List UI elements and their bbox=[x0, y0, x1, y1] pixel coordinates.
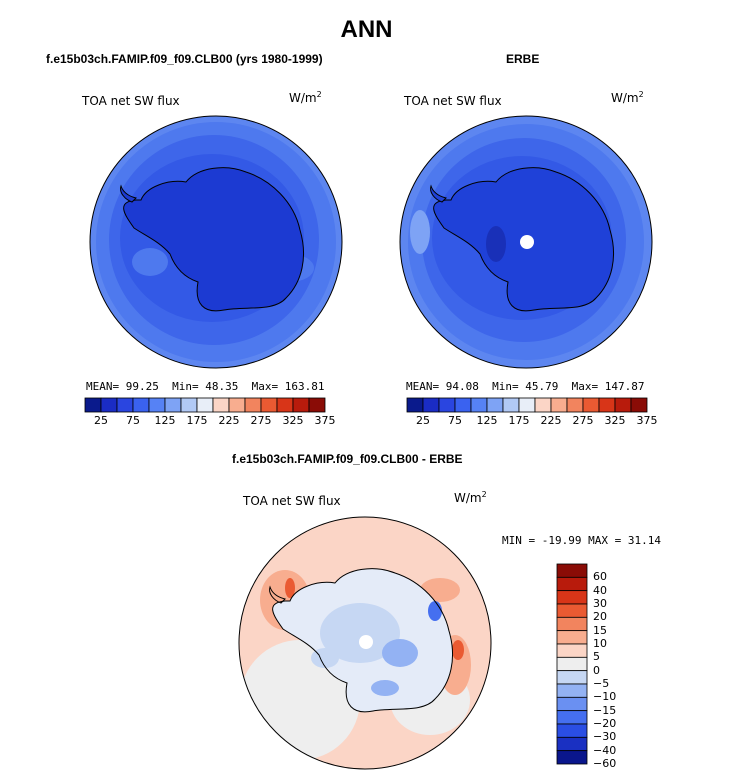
colorbar-tick-label: 225 bbox=[540, 414, 562, 427]
colorbar-tick-label: 275 bbox=[250, 414, 272, 427]
colorbar-level-label: −10 bbox=[593, 690, 617, 704]
model-colorbar bbox=[84, 397, 326, 413]
colorbar-tick-label: 25 bbox=[416, 414, 430, 427]
colorbar-swatch bbox=[502, 397, 520, 413]
colorbar-swatch bbox=[598, 397, 616, 413]
colorbar-level-label: −60 bbox=[593, 757, 617, 770]
colorbar-swatch bbox=[164, 397, 182, 413]
colorbar-level-label: 0 bbox=[593, 663, 600, 677]
colorbar-tick-label: 75 bbox=[448, 414, 462, 427]
obs-units: W/m2 bbox=[611, 90, 644, 105]
colorbar-tick-label: 275 bbox=[572, 414, 594, 427]
colorbar-swatch bbox=[132, 397, 150, 413]
colorbar-level-label: 30 bbox=[593, 597, 607, 610]
colorbar-tick-label: 375 bbox=[636, 414, 658, 427]
colorbar-level-label: −40 bbox=[593, 743, 617, 757]
colorbar-swatch bbox=[550, 397, 568, 413]
colorbar-swatch bbox=[454, 397, 472, 413]
colorbar-level-label: 10 bbox=[593, 637, 607, 650]
colorbar-tick-label: 225 bbox=[218, 414, 240, 427]
colorbar-swatch bbox=[534, 397, 552, 413]
colorbar-swatch bbox=[566, 397, 584, 413]
colorbar-swatch bbox=[116, 397, 134, 413]
colorbar-swatch bbox=[260, 397, 278, 413]
colorbar-swatch bbox=[244, 397, 262, 413]
colorbar-level-label: −20 bbox=[593, 717, 617, 730]
colorbar-swatch bbox=[614, 397, 632, 413]
colorbar-level-label: −30 bbox=[593, 730, 617, 744]
colorbar-swatch bbox=[556, 590, 588, 605]
colorbar-swatch bbox=[180, 397, 198, 413]
colorbar-tick-label: 75 bbox=[126, 414, 140, 427]
colorbar-swatch bbox=[556, 576, 588, 592]
colorbar-swatch bbox=[292, 397, 310, 413]
difference-units: W/m2 bbox=[454, 490, 487, 505]
obs-colorbar bbox=[406, 397, 648, 413]
colorbar-swatch bbox=[556, 670, 588, 685]
colorbar-swatch bbox=[486, 397, 504, 413]
colorbar-swatch bbox=[308, 397, 326, 413]
colorbar-level-label: 40 bbox=[593, 583, 607, 597]
difference-minmax: MIN = -19.99 MAX = 31.14 bbox=[502, 534, 661, 547]
colorbar-swatch bbox=[148, 397, 166, 413]
colorbar-level-label: 20 bbox=[593, 610, 607, 624]
colorbar-swatch bbox=[556, 630, 588, 645]
colorbar-level-label: −15 bbox=[593, 703, 617, 717]
colorbar-swatch bbox=[406, 397, 424, 413]
colorbar-swatch bbox=[556, 683, 588, 698]
colorbar-swatch bbox=[470, 397, 488, 413]
obs-panel-title: ERBE bbox=[506, 52, 540, 66]
colorbar-level-label: 60 bbox=[593, 570, 607, 584]
difference-colorbar bbox=[556, 563, 588, 765]
colorbar-tick-label: 175 bbox=[186, 414, 208, 427]
colorbar-tick-label: 125 bbox=[154, 414, 176, 427]
colorbar-swatch bbox=[556, 736, 588, 752]
colorbar-swatch bbox=[518, 397, 536, 413]
model-field-label: TOA net SW flux bbox=[82, 94, 180, 108]
obs-field-label: TOA net SW flux bbox=[404, 94, 502, 108]
colorbar-swatch bbox=[438, 397, 456, 413]
colorbar-swatch bbox=[556, 656, 588, 672]
colorbar-swatch bbox=[556, 563, 588, 578]
colorbar-tick-label: 125 bbox=[476, 414, 498, 427]
colorbar-swatch bbox=[100, 397, 118, 413]
main-title: ANN bbox=[340, 16, 393, 43]
colorbar-swatch bbox=[84, 397, 102, 413]
obs-stats: MEAN= 94.08 Min= 45.79 Max= 147.87 bbox=[406, 380, 645, 393]
colorbar-swatch bbox=[422, 397, 440, 413]
colorbar-level-label: 5 bbox=[593, 650, 600, 664]
obs-map bbox=[399, 115, 653, 369]
colorbar-swatch bbox=[212, 397, 230, 413]
colorbar-tick-label: 325 bbox=[282, 414, 304, 427]
colorbar-swatch bbox=[556, 616, 588, 632]
colorbar-tick-label: 175 bbox=[508, 414, 530, 427]
colorbar-tick-label: 325 bbox=[604, 414, 626, 427]
model-panel-title: f.e15b03ch.FAMIP.f09_f09.CLB00 (yrs 1980… bbox=[46, 52, 323, 66]
colorbar-swatch bbox=[556, 696, 588, 712]
colorbar-level-label: 15 bbox=[593, 623, 607, 637]
colorbar-tick-label: 375 bbox=[314, 414, 336, 427]
colorbar-level-label: −5 bbox=[593, 677, 610, 690]
colorbar-swatch bbox=[276, 397, 294, 413]
colorbar-swatch bbox=[556, 723, 588, 738]
model-map bbox=[89, 115, 343, 369]
colorbar-swatch bbox=[196, 397, 214, 413]
colorbar-tick-label: 25 bbox=[94, 414, 108, 427]
model-units: W/m2 bbox=[289, 90, 322, 105]
model-stats: MEAN= 99.25 Min= 48.35 Max= 163.81 bbox=[86, 380, 325, 393]
colorbar-swatch bbox=[630, 397, 648, 413]
colorbar-swatch bbox=[228, 397, 246, 413]
difference-panel-title: f.e15b03ch.FAMIP.f09_f09.CLB00 - ERBE bbox=[232, 452, 463, 466]
difference-field-label: TOA net SW flux bbox=[243, 494, 341, 508]
difference-map bbox=[238, 516, 492, 770]
colorbar-swatch bbox=[556, 750, 588, 765]
colorbar-swatch bbox=[556, 643, 588, 658]
colorbar-swatch bbox=[582, 397, 600, 413]
colorbar-swatch bbox=[556, 710, 588, 725]
colorbar-swatch bbox=[556, 603, 588, 618]
